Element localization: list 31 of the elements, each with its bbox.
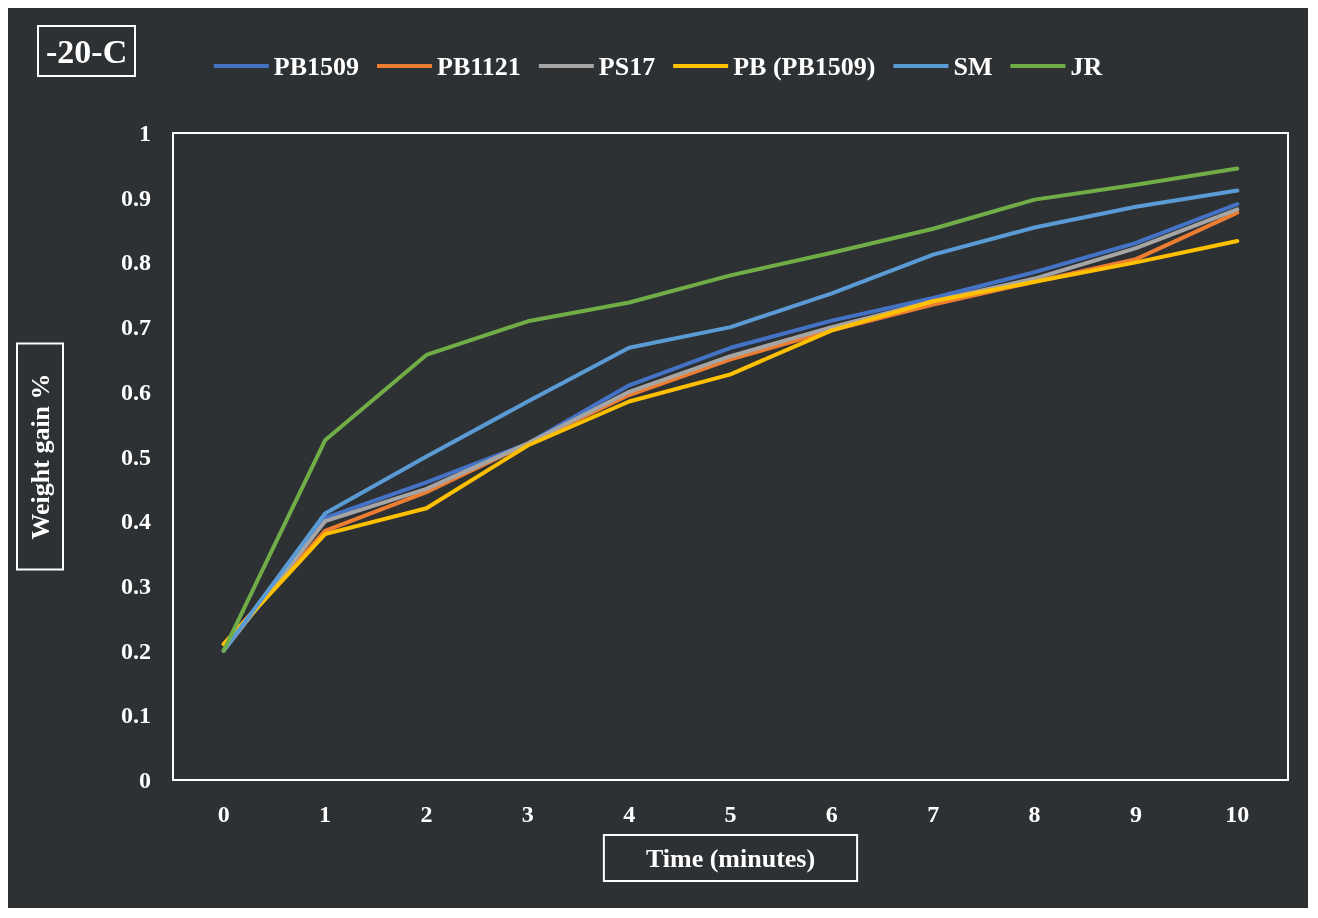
y-tick-label: 0.3 [121, 572, 151, 599]
y-tick-label: 0.8 [121, 249, 151, 276]
x-tick-label: 5 [724, 801, 737, 827]
y-axis-title: Weight gain % [25, 373, 55, 540]
y-tick-label: 0.9 [121, 184, 151, 211]
y-tick-label: 0.5 [121, 443, 151, 470]
x-tick-label: 4 [623, 801, 636, 827]
x-tick-label: 9 [1129, 801, 1142, 827]
legend-label: PB1121 [437, 51, 521, 81]
y-tick-label: 1 [139, 120, 151, 146]
y-tick-label: 0.2 [121, 637, 151, 664]
x-tick-label: 10 [1225, 801, 1250, 827]
legend-label: PB (PB1509) [733, 51, 876, 81]
y-tick-label: 0 [139, 767, 151, 793]
x-tick-label: 8 [1028, 801, 1041, 827]
x-tick-label: 1 [319, 801, 332, 827]
legend-label: SM [953, 51, 993, 81]
chart-title: -20-C [46, 32, 128, 70]
x-tick-label: 0 [217, 801, 230, 827]
y-tick-label: 0.7 [121, 314, 151, 341]
x-tick-label: 3 [521, 801, 534, 827]
x-tick-label: 6 [825, 801, 838, 827]
x-axis-title: Time (minutes) [645, 843, 816, 873]
y-tick-label: 0.6 [121, 378, 151, 405]
legend-label: PS17 [598, 51, 656, 81]
x-tick-label: 2 [420, 801, 433, 827]
legend-label: JR [1070, 51, 1103, 81]
legend-label: PB1509 [273, 51, 360, 81]
x-tick-label: 7 [927, 801, 940, 827]
y-tick-label: 0.1 [121, 702, 151, 729]
y-tick-label: 0.4 [121, 508, 151, 535]
